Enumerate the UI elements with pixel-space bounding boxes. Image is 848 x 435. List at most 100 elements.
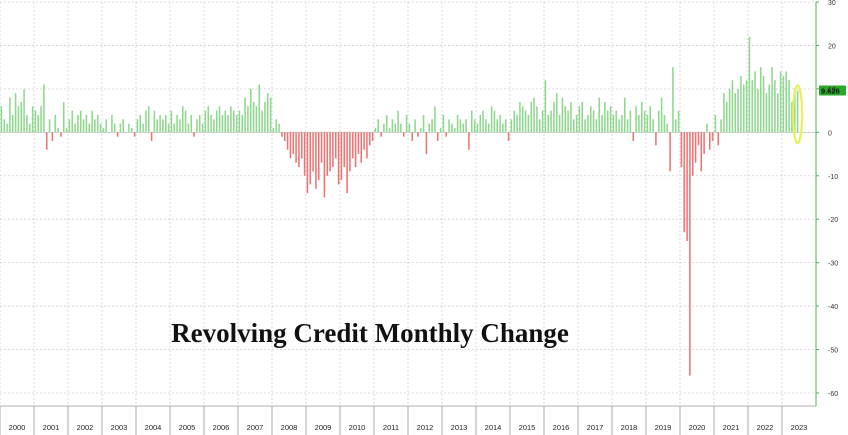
bar <box>589 106 592 133</box>
bar <box>218 106 221 133</box>
bar <box>343 132 346 168</box>
bar <box>130 127 133 133</box>
bar <box>572 119 575 133</box>
bar <box>686 132 688 241</box>
x-tick-label: 2018 <box>621 423 638 432</box>
bar <box>74 123 76 133</box>
bar <box>632 132 635 142</box>
bar <box>734 93 737 133</box>
bar <box>422 114 425 133</box>
last-value-label: 9.626 <box>821 87 840 96</box>
bar <box>9 97 11 133</box>
bar <box>765 93 768 133</box>
bar <box>598 97 601 133</box>
bar <box>227 114 229 133</box>
x-tick-label: 2006 <box>213 423 230 432</box>
bar <box>425 132 428 155</box>
bar <box>638 114 640 133</box>
bar <box>31 106 34 133</box>
bar <box>315 132 317 189</box>
bar <box>541 110 544 133</box>
bar <box>657 110 660 133</box>
bar <box>465 119 467 133</box>
bar <box>439 127 442 133</box>
bar <box>694 132 697 163</box>
bar <box>198 114 201 133</box>
bar <box>643 110 646 133</box>
bar <box>725 101 728 133</box>
bar <box>40 106 42 133</box>
bar <box>187 123 190 133</box>
bar <box>408 123 411 133</box>
bar <box>524 110 527 133</box>
bar <box>445 132 448 137</box>
bar <box>173 123 176 133</box>
bar <box>162 119 164 133</box>
bar <box>94 119 96 133</box>
bar <box>17 106 20 133</box>
bar <box>683 132 686 233</box>
x-tick-label: 2005 <box>179 423 196 432</box>
x-tick-label: 2017 <box>587 423 604 432</box>
bar <box>623 97 626 133</box>
bar <box>210 114 212 133</box>
bar <box>402 132 405 137</box>
x-tick-label: 2010 <box>349 423 366 432</box>
bar <box>309 132 312 185</box>
y-tick-label: 30 <box>828 0 836 7</box>
bar <box>213 119 215 133</box>
bar <box>482 110 484 133</box>
bar <box>266 93 269 133</box>
bar <box>258 84 261 133</box>
bar <box>561 97 564 133</box>
bar <box>99 123 102 133</box>
bar <box>79 110 82 133</box>
bar <box>77 114 79 133</box>
bar <box>731 80 734 133</box>
bar <box>519 101 521 133</box>
bar <box>340 132 343 181</box>
y-axis: 30 20 10 0 -10 -20 -30 -40 -50 -60 <box>815 0 838 406</box>
bar <box>666 123 669 133</box>
y-tick-label: 10 <box>828 87 836 94</box>
y-tick-label: -10 <box>828 174 838 181</box>
bar <box>156 119 159 133</box>
bar <box>224 110 227 133</box>
bar <box>544 80 547 133</box>
bar <box>60 132 62 137</box>
bar <box>102 127 105 133</box>
bar <box>663 114 666 133</box>
bar <box>235 114 238 133</box>
bar <box>459 119 462 133</box>
bar <box>754 71 756 133</box>
last-value-highlight: 9.626 <box>791 84 846 145</box>
bar <box>303 132 306 176</box>
bar <box>108 132 110 133</box>
bar <box>295 132 297 163</box>
bar <box>779 71 782 133</box>
bar <box>796 90 799 133</box>
bar <box>757 88 759 133</box>
chart-title: Revolving Credit Monthly Change <box>171 318 569 348</box>
x-tick-label: 2009 <box>315 423 332 432</box>
x-tick-label: 2012 <box>417 423 434 432</box>
bar <box>82 119 85 133</box>
y-tick-label: -50 <box>828 348 838 355</box>
bar <box>414 119 416 133</box>
bar <box>680 132 683 168</box>
bar <box>153 110 156 133</box>
bar <box>762 75 765 133</box>
bar <box>672 67 674 133</box>
bar <box>626 119 629 133</box>
bar <box>536 106 538 133</box>
bar <box>37 114 40 133</box>
bar <box>346 132 348 194</box>
bar <box>145 110 147 133</box>
bar <box>759 67 762 133</box>
x-axis: 2000 2001 2002 2003 2004 2005 2006 2007 2008 2009… <box>0 405 816 435</box>
bar <box>708 132 711 150</box>
bar <box>609 106 612 133</box>
bar <box>587 114 589 133</box>
x-tick-label: 2004 <box>145 423 162 432</box>
y-tick-label: -30 <box>828 261 838 268</box>
